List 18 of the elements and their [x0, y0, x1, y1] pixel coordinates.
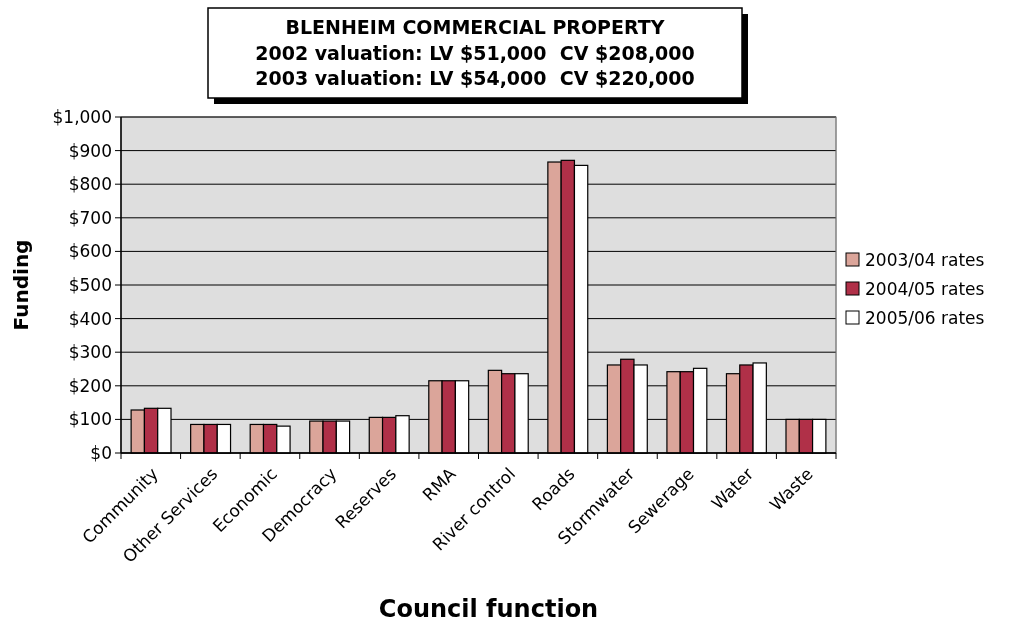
y-tick-label: $800	[68, 174, 112, 195]
y-tick-label: $900	[68, 140, 112, 161]
y-tick-label: $200	[68, 375, 112, 396]
x-axis-title: Council function	[378, 595, 599, 621]
y-tick-label: $1,000	[52, 106, 112, 127]
y-tick-label: $400	[68, 308, 112, 329]
y-tick-label: $300	[68, 342, 112, 363]
legend-label: 2003/04 rates	[865, 249, 985, 270]
y-tick-label: $600	[68, 241, 112, 262]
legend-label: 2005/06 rates	[865, 307, 985, 328]
y-axis-title: Funding	[9, 239, 33, 331]
y-tick-label: $0	[90, 442, 112, 463]
y-tick-label: $100	[68, 409, 112, 430]
y-tick-label: $700	[68, 207, 112, 228]
chart-subtitle: 2002 valuation: LV $51,000 CV $208,000 2003 valuation: LV $54,000 CV $220,000	[255, 42, 695, 89]
legend-label: 2004/05 rates	[865, 278, 985, 299]
y-tick-label: $500	[68, 274, 112, 295]
chart-title: BLENHEIM COMMERCIAL PROPERTY	[285, 16, 665, 38]
